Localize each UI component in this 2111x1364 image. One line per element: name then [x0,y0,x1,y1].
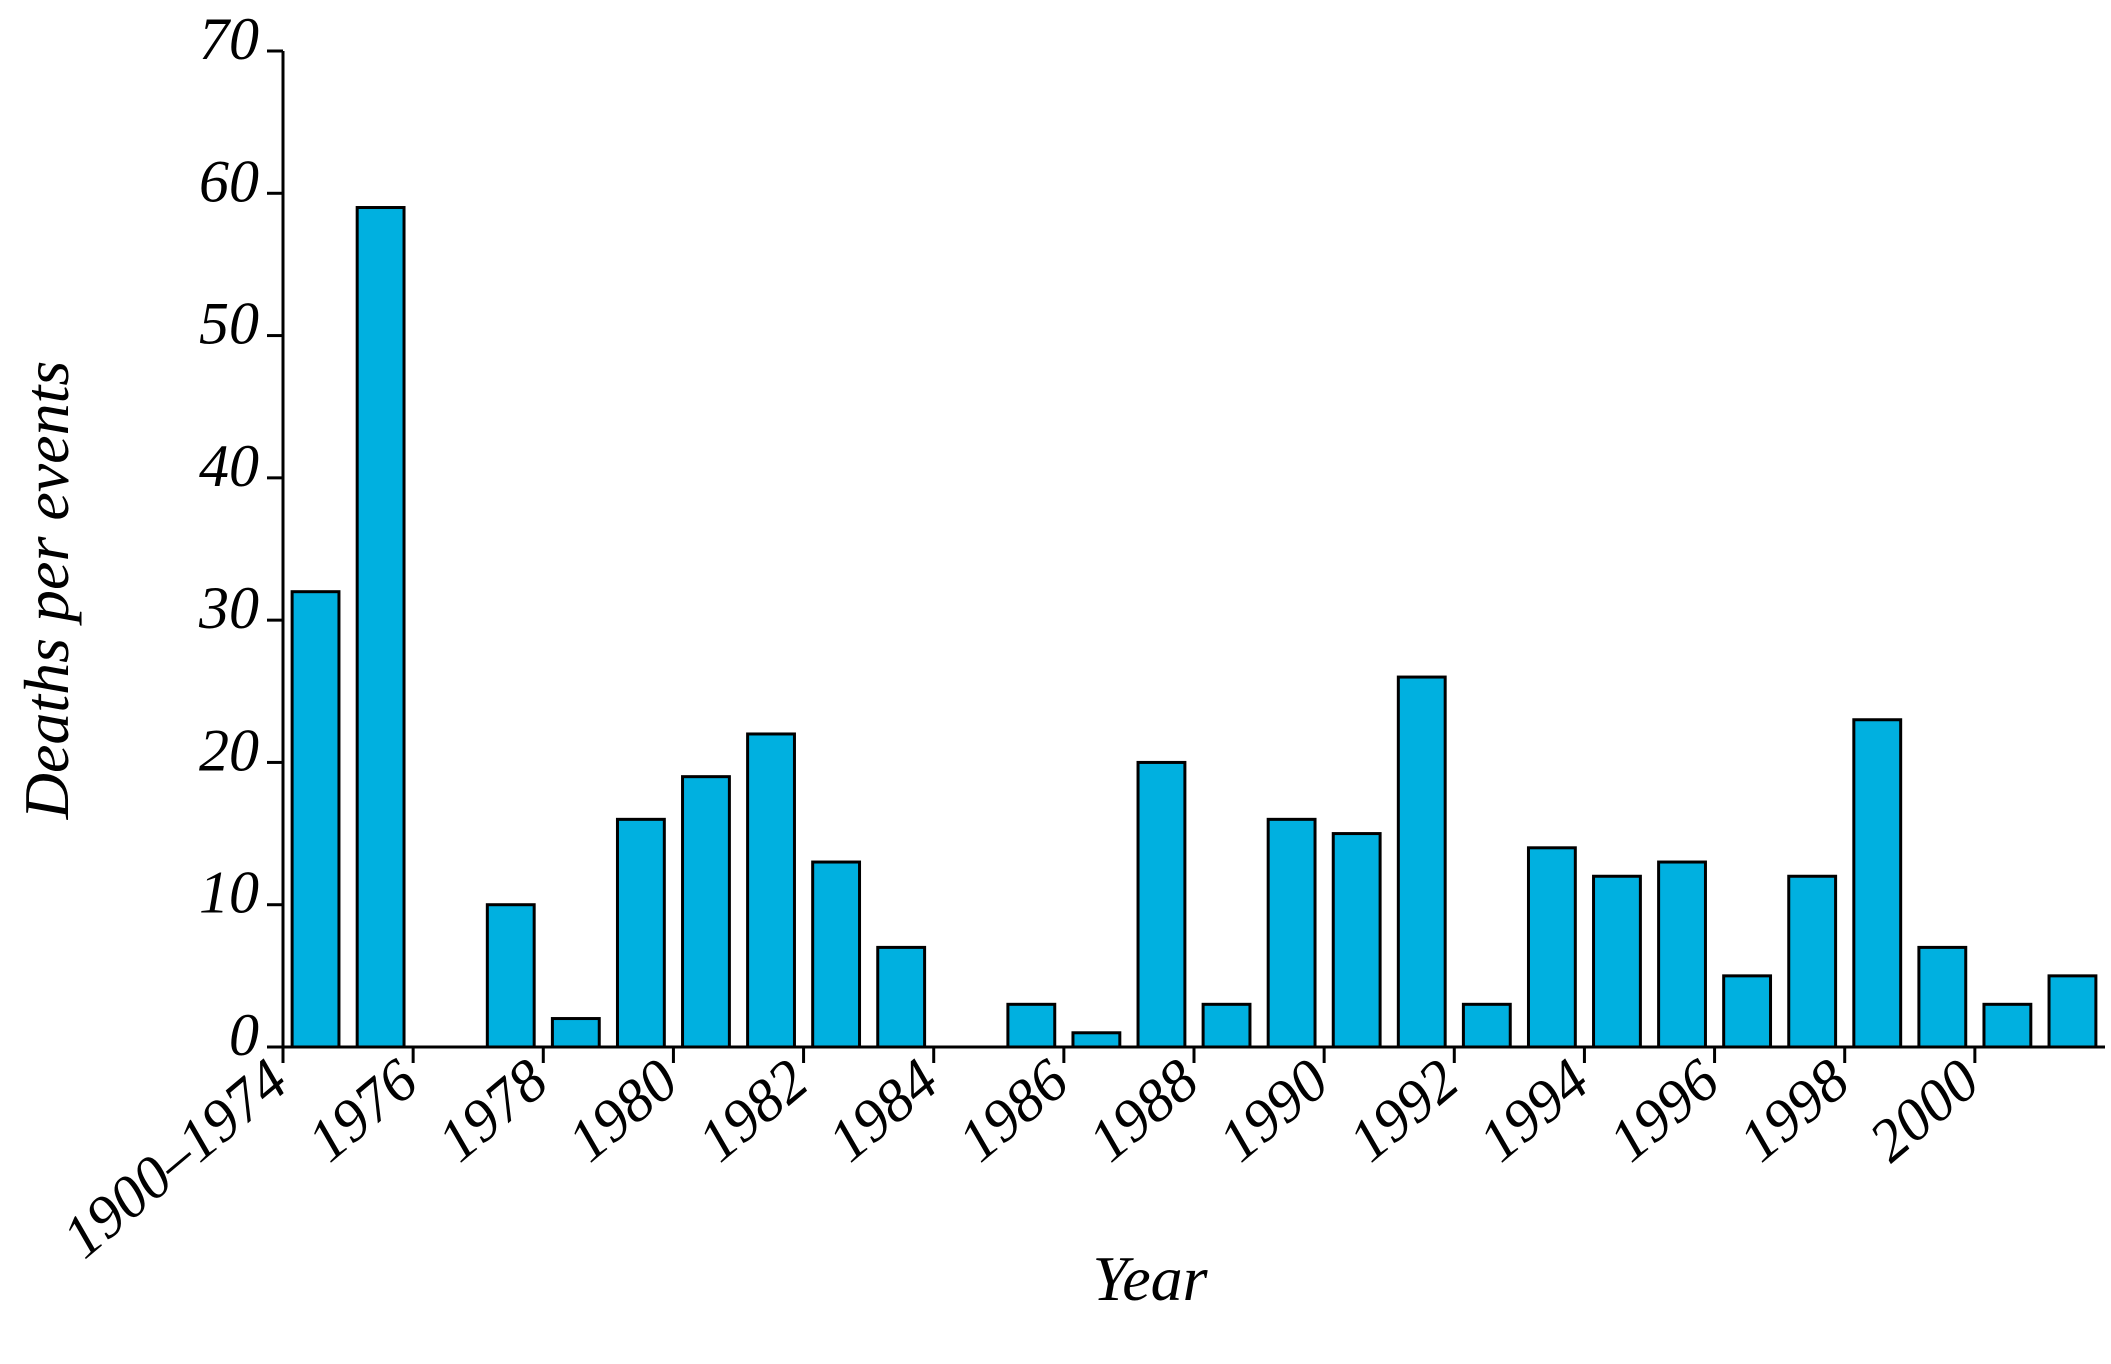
bar [1657,860,1707,1049]
bar [290,590,341,1049]
x-tick-label: 1994 [1466,1046,1600,1174]
y-tick-label: 0 [229,1002,259,1068]
y-tick-label: 60 [199,148,259,214]
y-tick-label: 70 [199,6,259,72]
bar [681,775,731,1049]
x-tick-label: 1988 [1076,1046,1210,1174]
bar [1852,718,1903,1049]
x-tick-label: 1996 [1597,1046,1731,1174]
bar [1461,1002,1512,1049]
y-tick-label: 20 [199,717,259,783]
bar [1722,974,1773,1049]
bar [1136,760,1187,1049]
bar [485,903,536,1049]
x-tick-label: 1980 [555,1046,689,1174]
bar [1201,1002,1252,1049]
x-tick-label: 1990 [1206,1046,1340,1174]
y-tick-label: 50 [199,291,259,357]
bar [1071,1031,1122,1049]
x-tick-label: 1976 [295,1046,429,1174]
bar [1982,1002,2033,1049]
x-tick-label: 1984 [816,1046,950,1174]
bar [1331,832,1382,1049]
y-tick-label: 10 [199,860,259,926]
bar [1526,846,1577,1049]
x-axis-label: Year [1092,1243,1208,1314]
bar [1592,874,1642,1049]
bar [550,1017,601,1049]
x-tick-label: 1978 [425,1046,559,1174]
x-tick-label: 1900–1974 [50,1046,299,1270]
bar [355,206,406,1049]
bar [1396,675,1447,1049]
bar [1006,1002,1057,1049]
y-axis-label: Deaths per events [11,361,82,821]
bar [2047,974,2098,1049]
y-tick-label: 30 [198,575,259,641]
bar [876,945,927,1049]
bar [1266,817,1317,1049]
bar [1787,874,1838,1049]
x-tick-label: 1998 [1727,1046,1861,1174]
x-tick-label: 1982 [686,1046,820,1174]
bar [615,817,666,1049]
bar [811,860,862,1049]
bar [1917,945,1968,1049]
x-tick-label: 1992 [1336,1046,1470,1174]
x-tick-label: 2000 [1857,1046,1991,1174]
bar [746,732,796,1049]
x-tick-label: 1986 [946,1046,1080,1174]
y-tick-label: 40 [199,433,259,499]
